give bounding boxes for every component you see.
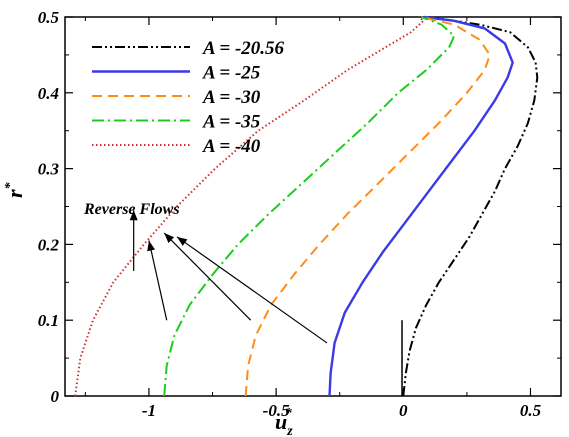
x-tick-label: -0.5 [263, 401, 290, 420]
x-tick-label: -1 [142, 401, 156, 420]
y-tick-label: 0.2 [38, 235, 60, 254]
series-line-4 [163, 16, 456, 397]
legend-label-5: A = -40 [202, 136, 261, 157]
legend-label-3: A = -30 [202, 87, 261, 108]
arrow-head-4 [176, 236, 188, 246]
annotation-text: Reverse Flows [83, 201, 180, 218]
series-line-5 [74, 16, 425, 397]
y-tick-label: 0.5 [38, 8, 60, 27]
arrow-line-4 [176, 236, 328, 344]
y-tick-label: 0.3 [38, 160, 60, 179]
arrow-head-3 [164, 233, 175, 243]
series-line-2 [328, 15, 514, 397]
arrow-line-3 [163, 232, 252, 321]
legend-label-2: A = -25 [202, 63, 261, 84]
annotation-group: Reverse Flows [83, 201, 403, 396]
y-tick-label: 0.1 [38, 311, 59, 330]
series-group [74, 15, 539, 397]
series-line-3 [244, 16, 491, 397]
x-tick-label: 0 [399, 401, 408, 420]
legend: A = -20.56 A = -25 A = -30 A = -35 A = -40 [92, 38, 285, 157]
y-tick-label: 0 [51, 387, 60, 406]
series-line-1 [402, 16, 539, 397]
arrow-head-1 [129, 210, 138, 221]
axis-labels: uz* r* [2, 181, 293, 437]
arrow-line-2 [148, 240, 168, 321]
arrow-head-2 [147, 240, 156, 252]
legend-label-1: A = -20.56 [202, 38, 285, 59]
y-tick-label: 0.4 [38, 84, 59, 103]
legend-label-4: A = -35 [202, 112, 261, 133]
y-axis-label: r* [2, 181, 27, 198]
x-tick-label: 0.5 [520, 401, 542, 420]
axes: -1 -0.5 0 0.5 0 0.1 0.2 0.3 0.4 0.5 [38, 8, 562, 420]
x-axis-label: uz* [275, 406, 293, 437]
